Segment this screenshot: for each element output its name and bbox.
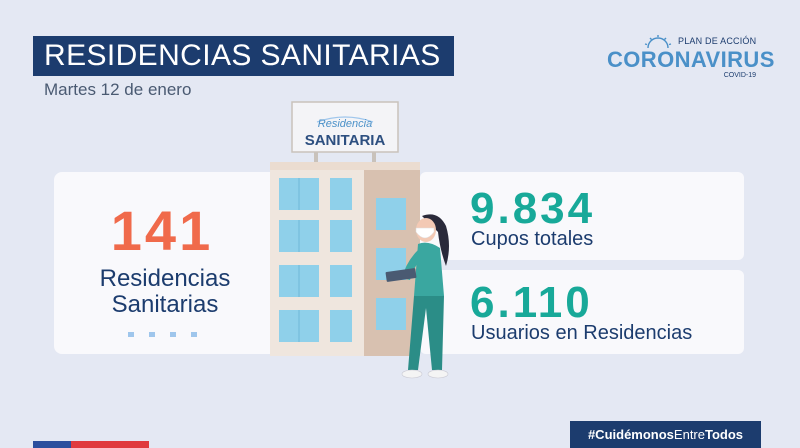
usuarios-panel	[420, 270, 744, 354]
hashtag-part1: #Cuidémonos	[587, 427, 674, 442]
residencias-panel	[54, 172, 286, 354]
residencias-label: Residencias Sanitarias	[80, 266, 250, 318]
logo-sub-text: COVID-19	[723, 72, 756, 79]
page-title: RESIDENCIAS SANITARIAS	[33, 36, 454, 76]
decorative-dots	[128, 332, 198, 338]
building-icon	[270, 162, 420, 356]
date-label: Martes 12 de enero	[44, 80, 192, 99]
cupos-label: Cupos totales	[471, 228, 594, 250]
residencia-sign: Residencia SANITARIA	[291, 101, 399, 153]
nurse-icon	[385, 214, 449, 379]
logo-main-text: CORONAVIRUS	[607, 47, 775, 72]
building-nurse-illustration: Residencia SANITARIA	[270, 101, 449, 379]
usuarios-label: Usuarios en Residencias	[471, 322, 693, 344]
sun-arc-icon	[644, 35, 672, 48]
sign-line1: Residencia	[318, 118, 372, 130]
hashtag-part2: Entre	[673, 427, 705, 442]
hashtag-banner: #CuidémonosEntreTodos	[570, 421, 761, 448]
residencias-label-line1: Residencias	[99, 265, 231, 292]
hashtag-part3: Todos	[705, 427, 744, 442]
chile-flag-bar	[33, 441, 149, 448]
residencias-count: 141	[110, 199, 214, 262]
residencias-label-line2: Sanitarias	[111, 291, 219, 318]
coronavirus-plan-logo: PLAN DE ACCIÓN CORONAVIRUS COVID-19	[604, 34, 774, 82]
usuarios-count: 6.110	[470, 278, 593, 327]
logo-top-text: PLAN DE ACCIÓN	[678, 36, 757, 46]
sign-line2: SANITARIA	[305, 132, 386, 149]
cupos-panel	[420, 172, 744, 260]
cupos-count: 9.834	[470, 184, 596, 233]
